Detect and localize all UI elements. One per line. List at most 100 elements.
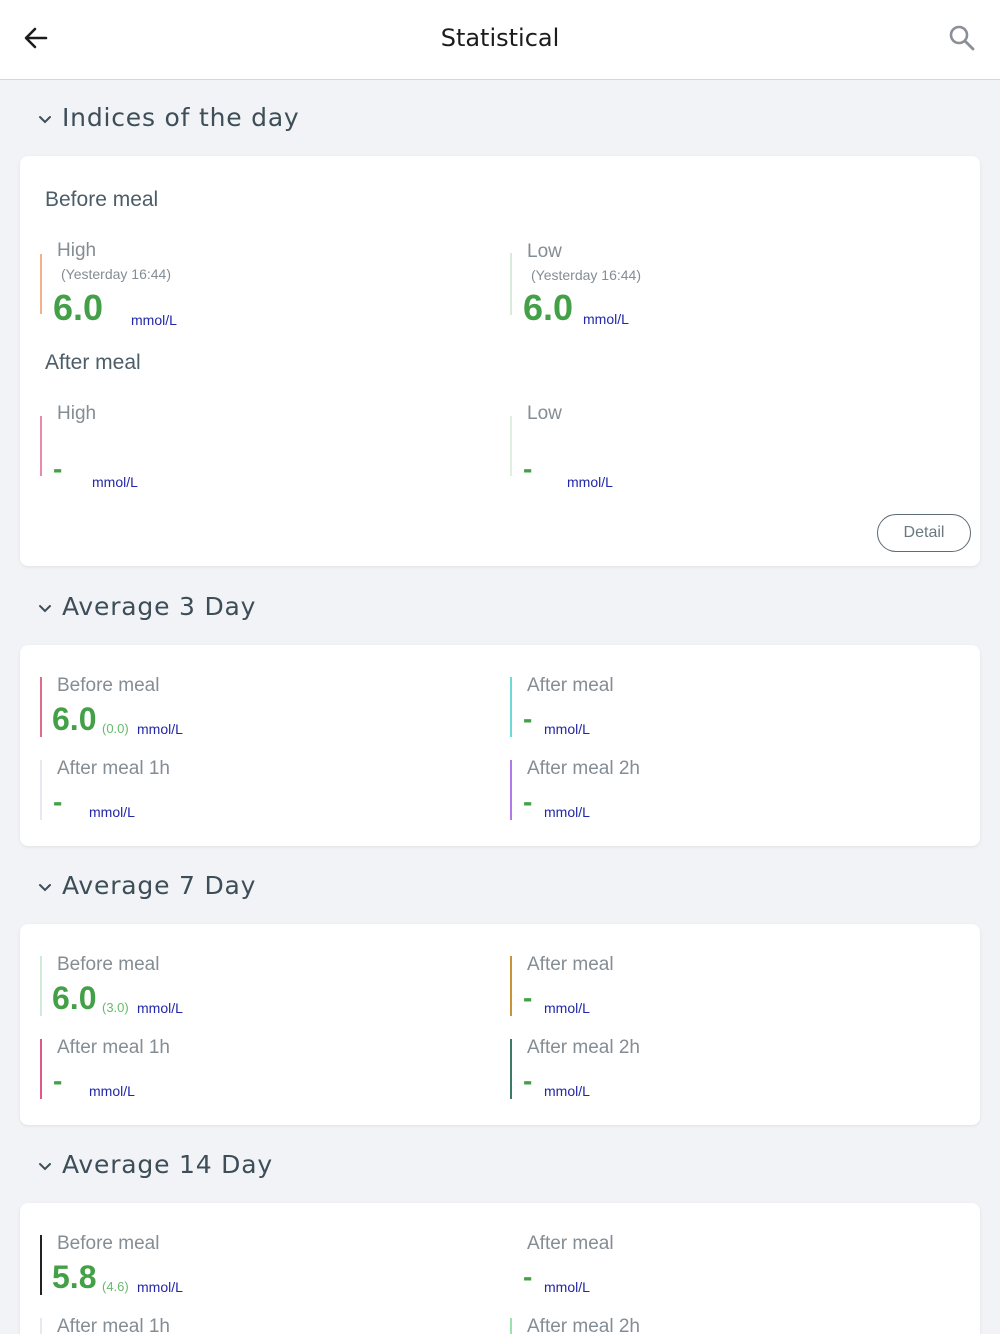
stat-delta: (0.0) [102, 721, 129, 736]
stat-avg3-after-meal-1h: After meal 1h - mmol/L [40, 758, 460, 838]
stat-label: Low [527, 403, 562, 424]
stat-unit: mmol/L [567, 474, 613, 490]
stat-label: After meal [527, 1233, 614, 1254]
color-bar [510, 1039, 512, 1099]
stat-time: (Yesterday 16:44) [61, 266, 171, 282]
stat-avg3-after-meal: After meal - mmol/L [510, 675, 930, 755]
stat-value: - [523, 703, 533, 734]
stat-unit: mmol/L [137, 1000, 183, 1016]
stat-unit: mmol/L [137, 721, 183, 737]
stat-label: High [57, 403, 97, 424]
section-title: Average 14 Day [62, 1150, 273, 1179]
stat-unit: mmol/L [544, 1000, 590, 1016]
stat-unit: mmol/L [89, 804, 135, 820]
stat-avg7-after-meal: After meal - mmol/L [510, 954, 930, 1034]
section-header-avg14[interactable]: Average 14 Day [36, 1146, 316, 1186]
stat-value: 6.0 [523, 287, 574, 328]
stat-label: Low [527, 241, 562, 262]
group-label-after-meal: After meal [45, 351, 141, 374]
stat-unit: mmol/L [544, 721, 590, 737]
stat-unit: mmol/L [544, 1279, 590, 1295]
chevron-down-icon [39, 605, 51, 613]
stat-avg7-after-meal-1h: After meal 1h - mmol/L [40, 1037, 460, 1117]
stat-value: - [523, 1065, 533, 1096]
stat-label: Before meal [57, 675, 160, 696]
stat-label: After meal 2h [527, 1037, 640, 1058]
app-bar: Statistical [0, 0, 1000, 80]
stat-label: High [57, 240, 97, 261]
stat-label: After meal 1h [57, 1316, 170, 1334]
color-bar [40, 416, 42, 476]
stat-label: After meal 1h [57, 758, 170, 779]
stat-label: After meal [527, 954, 614, 975]
stat-value: 6.0 [52, 980, 97, 1016]
stat-label: Before meal [57, 1233, 160, 1254]
chevron-down-icon [39, 1163, 51, 1171]
section-header-avg3[interactable]: Average 3 Day [36, 588, 296, 628]
detail-button[interactable]: Detail [877, 514, 971, 552]
color-bar [40, 1235, 42, 1295]
stat-before-meal-low: Low (Yesterday 16:44) 6.0 mmol/L [510, 241, 930, 327]
stat-after-meal-high: High - mmol/L [40, 403, 460, 490]
stat-unit: mmol/L [544, 1083, 590, 1099]
stat-avg14-after-meal: After meal - mmol/L [510, 1233, 930, 1313]
color-bar [40, 1039, 42, 1099]
stat-value: - [53, 1065, 63, 1096]
page-title: Statistical [440, 24, 560, 52]
stat-unit: mmol/L [89, 1083, 135, 1099]
stat-value: - [523, 453, 533, 484]
stat-before-meal-high: High (Yesterday 16:44) 6.0 mmol/L [40, 240, 460, 328]
color-bar [40, 1318, 42, 1334]
section-title: Indices of the day [62, 103, 300, 132]
stat-value: 6.0 [52, 701, 97, 737]
chevron-down-icon [39, 116, 51, 124]
stat-value: - [53, 786, 63, 817]
stat-avg7-after-meal-2h: After meal 2h - mmol/L [510, 1037, 930, 1117]
color-bar [510, 1318, 512, 1334]
stat-label: Before meal [57, 954, 160, 975]
back-arrow-icon[interactable] [18, 20, 54, 56]
stat-label: After meal 2h [527, 758, 640, 779]
color-bar [40, 760, 42, 820]
stat-unit: mmol/L [544, 804, 590, 820]
stat-avg14-after-meal-2h: After meal 2h [510, 1316, 930, 1334]
stat-avg3-before-meal: Before meal 6.0 (0.0) mmol/L [40, 675, 460, 755]
color-bar [510, 760, 512, 820]
color-bar [510, 956, 512, 1016]
group-label-before-meal: Before meal [45, 188, 159, 211]
section-header-indices[interactable]: Indices of the day [36, 99, 336, 139]
stat-delta: (4.6) [102, 1279, 129, 1294]
color-bar [510, 253, 512, 315]
stat-avg7-before-meal: Before meal 6.0 (3.0) mmol/L [40, 954, 460, 1034]
stat-avg14-before-meal: Before meal 5.8 (4.6) mmol/L [40, 1233, 460, 1313]
stat-time: (Yesterday 16:44) [531, 267, 641, 283]
section-title: Average 7 Day [62, 871, 257, 900]
stat-after-meal-low: Low - mmol/L [510, 403, 930, 490]
stat-value: 5.8 [52, 1259, 97, 1295]
stat-value: - [53, 453, 63, 484]
indices-card: Before meal High (Yesterday 16:44) 6.0 m… [20, 156, 980, 566]
color-bar [510, 677, 512, 737]
stat-delta: (3.0) [102, 1000, 129, 1015]
color-bar [40, 956, 42, 1016]
stat-value: 6.0 [53, 287, 104, 328]
stat-value: - [523, 1261, 533, 1292]
stat-value: - [523, 982, 533, 1013]
stat-avg14-after-meal-1h: After meal 1h [40, 1316, 460, 1334]
stat-value: - [523, 786, 533, 817]
section-title: Average 3 Day [62, 592, 257, 621]
search-icon[interactable] [946, 22, 978, 54]
stat-unit: mmol/L [131, 312, 177, 328]
color-bar [510, 416, 512, 476]
avg14-card: Before meal 5.8 (4.6) mmol/L After meal … [20, 1203, 980, 1334]
stat-label: After meal 2h [527, 1316, 640, 1334]
section-header-avg7[interactable]: Average 7 Day [36, 867, 296, 907]
avg3-card: Before meal 6.0 (0.0) mmol/L After meal … [20, 645, 980, 846]
stat-label: After meal 1h [57, 1037, 170, 1058]
stat-unit: mmol/L [92, 474, 138, 490]
stat-label: After meal [527, 675, 614, 696]
stat-unit: mmol/L [137, 1279, 183, 1295]
chevron-down-icon [39, 884, 51, 892]
avg7-card: Before meal 6.0 (3.0) mmol/L After meal … [20, 924, 980, 1125]
stat-avg3-after-meal-2h: After meal 2h - mmol/L [510, 758, 930, 838]
